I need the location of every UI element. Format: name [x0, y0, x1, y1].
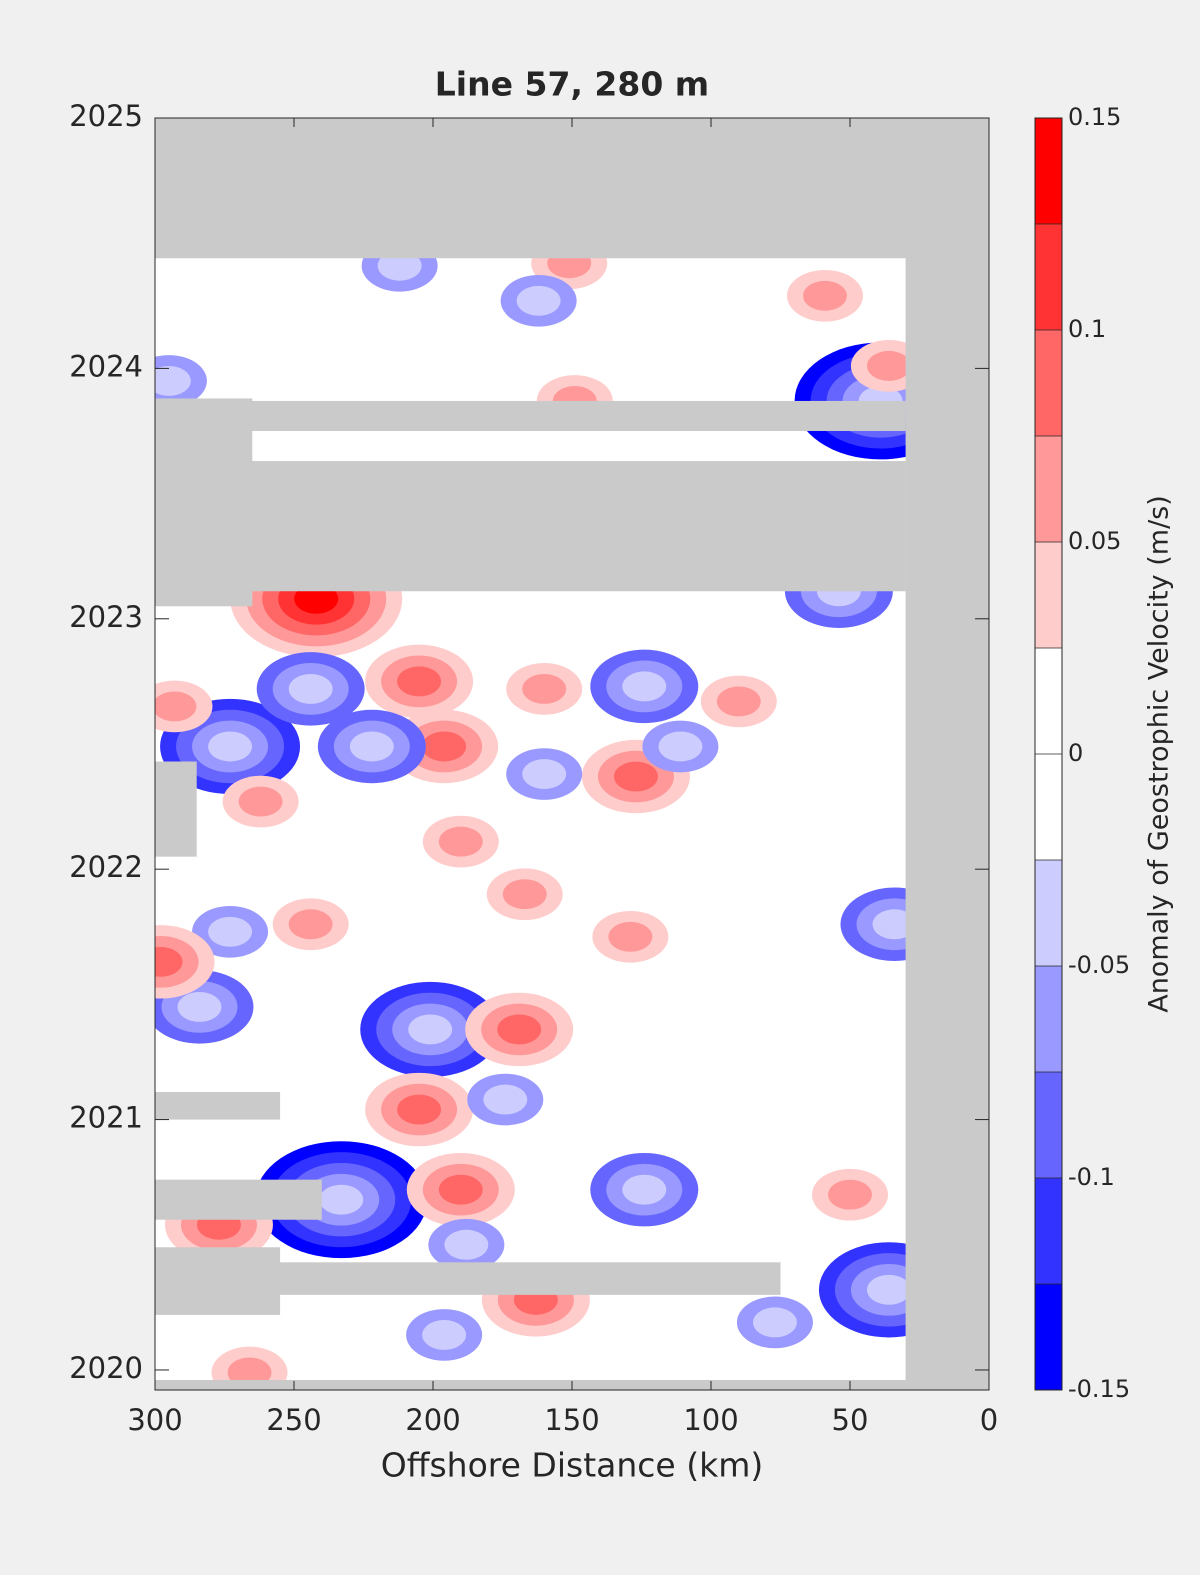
contour-region — [397, 1094, 442, 1125]
x-tick-label: 0 — [980, 1403, 998, 1437]
contour-region — [397, 666, 442, 697]
contour-region — [438, 826, 483, 857]
field — [155, 118, 989, 1390]
contour-region — [155, 691, 197, 722]
y-tick-label: 2025 — [69, 99, 143, 133]
x-tick-label: 100 — [683, 1403, 738, 1437]
contour-region — [658, 731, 703, 762]
contour-region — [716, 686, 761, 717]
no-data-mask — [155, 1179, 322, 1220]
colorbar-band — [1035, 330, 1062, 436]
colorbar-band — [1035, 542, 1062, 648]
contour-region — [828, 1179, 872, 1210]
colorbar-tick-label: 0.15 — [1068, 103, 1121, 131]
contour-region — [408, 1014, 453, 1045]
x-tick-label: 200 — [405, 1403, 460, 1437]
contour-region — [483, 1084, 528, 1115]
colorbar-band — [1035, 754, 1062, 860]
contour-region — [422, 731, 467, 762]
colorbar-band — [1035, 1072, 1062, 1178]
x-tick-label: 300 — [127, 1403, 182, 1437]
contour-region — [866, 350, 911, 381]
contour-region — [238, 786, 283, 817]
no-data-mask — [155, 400, 906, 431]
x-tick-label: 150 — [544, 1403, 599, 1437]
no-data-mask — [155, 118, 989, 259]
no-data-mask — [155, 398, 253, 607]
y-tick-label: 2020 — [69, 1351, 143, 1385]
contour-region — [208, 916, 253, 947]
colorbar-band — [1035, 1284, 1062, 1390]
no-data-mask — [905, 118, 989, 1390]
contour-region — [438, 1174, 483, 1205]
contour-region — [522, 673, 567, 704]
x-tick-label: 250 — [266, 1403, 321, 1437]
y-tick-label: 2023 — [69, 600, 143, 634]
y-tick-label: 2021 — [69, 1101, 143, 1135]
colorbar-tick-label: -0.15 — [1068, 1375, 1130, 1403]
contour-region — [608, 921, 653, 952]
y-tick-label: 2024 — [69, 349, 143, 383]
contour-region — [319, 1184, 364, 1215]
contour-region — [802, 280, 847, 311]
colorbar-band — [1035, 224, 1062, 330]
colorbar-band — [1035, 1178, 1062, 1284]
contour-region — [497, 1014, 542, 1045]
contour-region — [177, 991, 222, 1022]
x-tick-label: 50 — [832, 1403, 869, 1437]
colorbar-tick-label: -0.05 — [1068, 951, 1130, 979]
colorbar-band — [1035, 118, 1062, 224]
colorbar-band — [1035, 436, 1062, 542]
no-data-mask — [155, 1092, 281, 1120]
contour-region — [227, 1357, 272, 1388]
contour-region — [444, 1229, 489, 1260]
no-data-mask — [155, 761, 197, 857]
colorbar-label: Anomaly of Geostrophic Velocity (m/s) — [1144, 495, 1175, 1013]
contour-region — [288, 673, 333, 704]
contour-region — [752, 1307, 797, 1338]
contour-region — [522, 759, 567, 789]
contour-region — [294, 583, 339, 614]
contour-region — [208, 731, 253, 762]
contour-region — [422, 1319, 467, 1350]
chart-title: Line 57, 280 m — [435, 65, 709, 104]
colorbar-tick-label: 0 — [1068, 739, 1083, 767]
colorbar-band — [1035, 860, 1062, 966]
contour-region — [866, 1274, 911, 1305]
contour-region — [872, 909, 917, 940]
y-tick-label: 2022 — [69, 850, 143, 884]
no-data-mask — [155, 461, 906, 592]
colorbar-tick-label: -0.1 — [1068, 1163, 1115, 1191]
contour-region — [155, 946, 183, 977]
contour-region — [349, 731, 394, 762]
contour-region — [622, 671, 667, 702]
contour-region — [502, 879, 547, 910]
x-axis-label: Offshore Distance (km) — [381, 1446, 763, 1485]
contour-region — [155, 365, 191, 396]
colorbar-band — [1035, 648, 1062, 754]
contour-region — [622, 1174, 667, 1205]
no-data-mask — [155, 1262, 781, 1295]
contour-region — [288, 909, 333, 940]
contour-region — [516, 285, 561, 316]
colorbar-tick-label: 0.05 — [1068, 527, 1121, 555]
contour-region — [613, 761, 658, 792]
colorbar-band — [1035, 966, 1062, 1072]
colorbar-tick-label: 0.1 — [1068, 315, 1106, 343]
contour-region — [377, 250, 422, 281]
